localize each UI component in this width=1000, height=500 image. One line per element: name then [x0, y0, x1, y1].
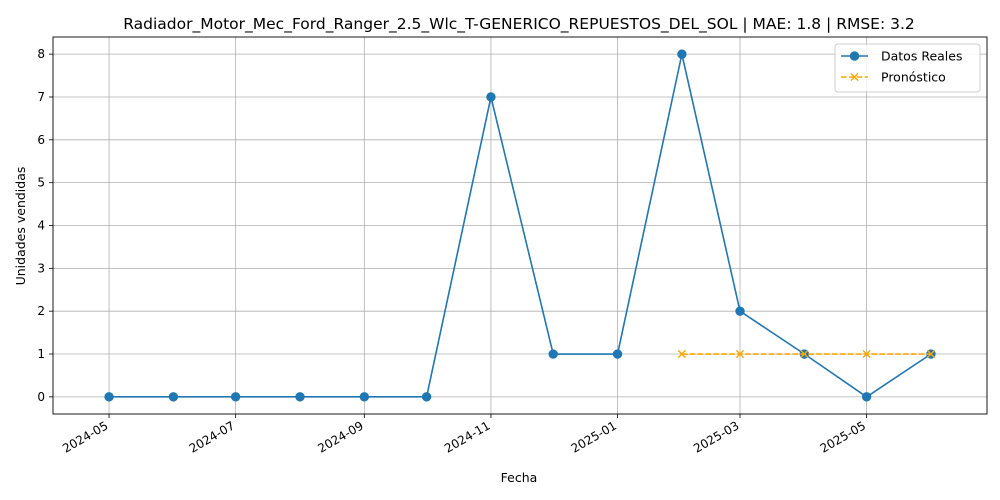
- x-tick-label: 2024-05: [60, 418, 110, 455]
- x-tick-label: 2025-01: [569, 418, 619, 455]
- data-point: [735, 349, 745, 359]
- legend-label: Datos Reales: [881, 49, 962, 64]
- data-point: [104, 392, 114, 402]
- data-point: [862, 349, 871, 359]
- legend-entry: Pronóstico: [841, 70, 946, 85]
- legend-box: [834, 43, 981, 93]
- x-axis-label: Fecha: [501, 470, 538, 485]
- y-tick-label: 2: [37, 304, 45, 318]
- x-tick-label: 2025-03: [691, 418, 741, 455]
- data-point: [548, 349, 558, 359]
- y-tick-label: 8: [37, 47, 45, 61]
- y-tick-label: 7: [37, 90, 45, 104]
- legend-marker: [850, 72, 859, 82]
- data-point: [735, 306, 745, 316]
- legend-marker: [849, 51, 860, 61]
- series-line: [109, 53, 932, 398]
- data-point: [800, 349, 809, 359]
- x-axis-ticks: 2024-05 2024-07 2024-09 2024-11 2025-01 2025-…: [60, 414, 868, 456]
- data-point: [486, 92, 496, 102]
- legend-label: Pronóstico: [881, 70, 946, 85]
- y-tick-label: 3: [37, 261, 45, 275]
- data-point: [677, 349, 686, 359]
- y-tick-label: 0: [37, 390, 45, 404]
- data-point: [295, 392, 305, 402]
- data-point: [677, 49, 687, 59]
- y-tick-label: 4: [37, 219, 45, 233]
- series-layer: [104, 49, 936, 402]
- data-point: [421, 392, 432, 402]
- y-tick-label: 6: [37, 133, 45, 147]
- legend: Datos Reales Pronóstico: [834, 43, 981, 93]
- x-tick-label: 2024-07: [187, 418, 237, 455]
- x-tick-label: 2024-11: [442, 418, 492, 455]
- data-point: [359, 392, 370, 402]
- grid: [53, 37, 987, 414]
- data-point: [612, 349, 623, 359]
- x-tick-label: 2025-05: [818, 418, 868, 455]
- legend-entry: Datos Reales: [841, 49, 962, 64]
- x-tick-label: 2024-09: [315, 418, 365, 455]
- series-2: [677, 349, 936, 359]
- chart-title: Radiador_Motor_Mec_Ford_Ranger_2.5_Wlc_T…: [123, 15, 915, 34]
- y-tick-label: 5: [37, 176, 45, 190]
- data-point: [230, 392, 241, 402]
- y-tick-label: 1: [37, 347, 45, 361]
- y-axis-label: Unidades vendidas: [13, 167, 28, 286]
- data-point: [168, 392, 179, 402]
- y-axis-ticks: 0 1 2 3 4 5 6 7 8: [37, 47, 53, 404]
- data-point: [926, 349, 936, 359]
- data-point: [861, 392, 872, 402]
